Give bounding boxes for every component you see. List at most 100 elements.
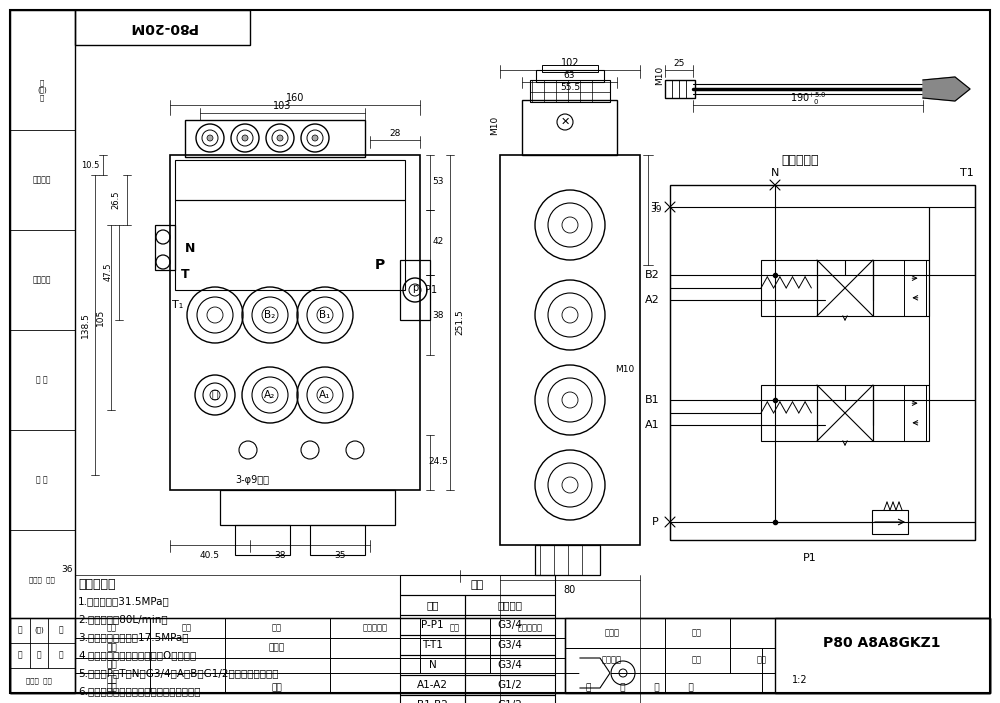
- Text: 底图总号: 底图总号: [33, 276, 51, 285]
- Text: 底图总号: 底图总号: [33, 176, 51, 184]
- Bar: [761, 260, 817, 316]
- Text: N: N: [771, 168, 779, 178]
- Text: 25: 25: [673, 58, 685, 67]
- Text: A1: A1: [645, 420, 659, 430]
- Bar: [500, 155, 640, 545]
- Bar: [400, 615, 465, 635]
- Text: B1-B2: B1-B2: [417, 700, 448, 703]
- Text: A2: A2: [645, 295, 659, 305]
- Text: ✕: ✕: [560, 117, 570, 127]
- Circle shape: [312, 135, 318, 141]
- Text: 年、月、日: 年、月、日: [518, 624, 542, 633]
- Text: 38: 38: [432, 311, 444, 319]
- Bar: [400, 595, 465, 615]
- Bar: [175, 200, 405, 290]
- Text: 阶段标记: 阶段标记: [602, 655, 622, 664]
- Text: 35: 35: [334, 550, 346, 560]
- Bar: [10, 618, 990, 693]
- Bar: [10, 10, 75, 693]
- Text: 版本号: 版本号: [604, 628, 620, 638]
- Bar: [542, 65, 598, 72]
- Bar: [565, 648, 775, 673]
- Text: 数: 数: [59, 626, 63, 635]
- Text: T: T: [181, 269, 189, 281]
- Text: 80: 80: [564, 585, 576, 595]
- Text: T-T1: T-T1: [422, 640, 443, 650]
- Bar: [155, 225, 175, 270]
- Text: 3.溢流阀调定压力：17.5MPa；: 3.溢流阀调定压力：17.5MPa；: [78, 632, 188, 642]
- Text: 1:2: 1:2: [792, 675, 808, 685]
- Circle shape: [242, 135, 248, 141]
- Bar: [775, 618, 990, 693]
- Text: 190$^{+5.0}_{\ \ 0}$: 190$^{+5.0}_{\ \ 0}$: [790, 91, 826, 108]
- Bar: [670, 185, 975, 540]
- Bar: [465, 655, 555, 675]
- Bar: [465, 595, 555, 615]
- Text: P1: P1: [425, 285, 437, 295]
- Text: 102: 102: [561, 58, 579, 68]
- Text: 28: 28: [389, 129, 401, 138]
- Text: p: p: [412, 283, 418, 293]
- Text: G1/2: G1/2: [498, 680, 522, 690]
- Text: G3/4: G3/4: [498, 640, 522, 650]
- Text: 日 期: 日 期: [36, 475, 48, 484]
- Bar: [465, 695, 555, 703]
- Bar: [530, 80, 610, 102]
- Text: 技术要求：: 技术要求：: [78, 578, 116, 591]
- Bar: [75, 10, 250, 45]
- Text: 1.公称压力：31.5MPa；: 1.公称压力：31.5MPa；: [78, 596, 170, 606]
- Text: M10: M10: [490, 115, 500, 135]
- Text: 重量: 重量: [692, 655, 702, 664]
- Bar: [400, 635, 465, 655]
- Bar: [873, 385, 929, 441]
- Polygon shape: [923, 77, 970, 101]
- Bar: [535, 545, 600, 575]
- Bar: [400, 655, 465, 675]
- Bar: [872, 510, 908, 534]
- Text: 签名: 签名: [450, 624, 460, 633]
- Text: 件: 件: [18, 650, 22, 659]
- Text: 令: 令: [18, 626, 22, 635]
- Bar: [175, 160, 405, 200]
- Text: 类型: 类型: [692, 628, 702, 638]
- Text: Ⓣ: Ⓣ: [212, 390, 218, 400]
- Text: 阀体: 阀体: [471, 580, 484, 590]
- Bar: [761, 385, 817, 441]
- Text: 分区: 分区: [272, 624, 282, 633]
- Text: P: P: [375, 258, 385, 272]
- Bar: [10, 618, 75, 693]
- Bar: [235, 525, 290, 555]
- Text: 螺纹规格: 螺纹规格: [498, 600, 522, 610]
- Bar: [400, 695, 465, 703]
- Bar: [400, 675, 465, 695]
- Text: T1: T1: [960, 168, 974, 178]
- Text: 55.5: 55.5: [560, 82, 580, 91]
- Text: 4.控制方式：手动控制，前推O型阀杆；: 4.控制方式：手动控制，前推O型阀杆；: [78, 650, 196, 660]
- Bar: [10, 618, 75, 693]
- Circle shape: [619, 669, 627, 677]
- Bar: [465, 675, 555, 695]
- Bar: [817, 260, 873, 316]
- Text: 105: 105: [96, 309, 104, 325]
- Text: 共          张          第          张: 共 张 第 张: [586, 683, 694, 692]
- Text: N: N: [185, 242, 195, 254]
- Text: 设计: 设计: [107, 643, 117, 652]
- Polygon shape: [580, 658, 610, 688]
- Bar: [873, 260, 929, 316]
- Text: 标准化: 标准化: [269, 643, 285, 652]
- Bar: [465, 615, 555, 635]
- Text: 标记: 标记: [107, 624, 117, 633]
- Text: B2: B2: [645, 270, 659, 280]
- Text: B₁: B₁: [319, 310, 331, 320]
- Bar: [465, 635, 555, 655]
- Text: 10.5: 10.5: [81, 160, 99, 169]
- Text: T₁: T₁: [172, 300, 184, 310]
- Text: 批准员  日期: 批准员 日期: [29, 576, 55, 583]
- Text: G3/4: G3/4: [498, 660, 522, 670]
- Text: 39: 39: [650, 205, 662, 214]
- Text: 工艺: 工艺: [107, 683, 117, 692]
- Text: 40.5: 40.5: [200, 550, 220, 560]
- Text: P80 A8A8GKZ1: P80 A8A8GKZ1: [823, 636, 941, 650]
- Text: 签 字: 签 字: [36, 375, 48, 385]
- Bar: [536, 70, 604, 82]
